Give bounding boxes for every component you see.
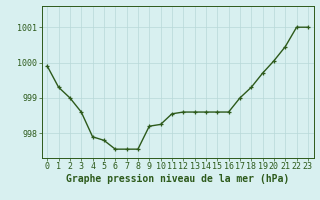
X-axis label: Graphe pression niveau de la mer (hPa): Graphe pression niveau de la mer (hPa) [66, 174, 289, 184]
